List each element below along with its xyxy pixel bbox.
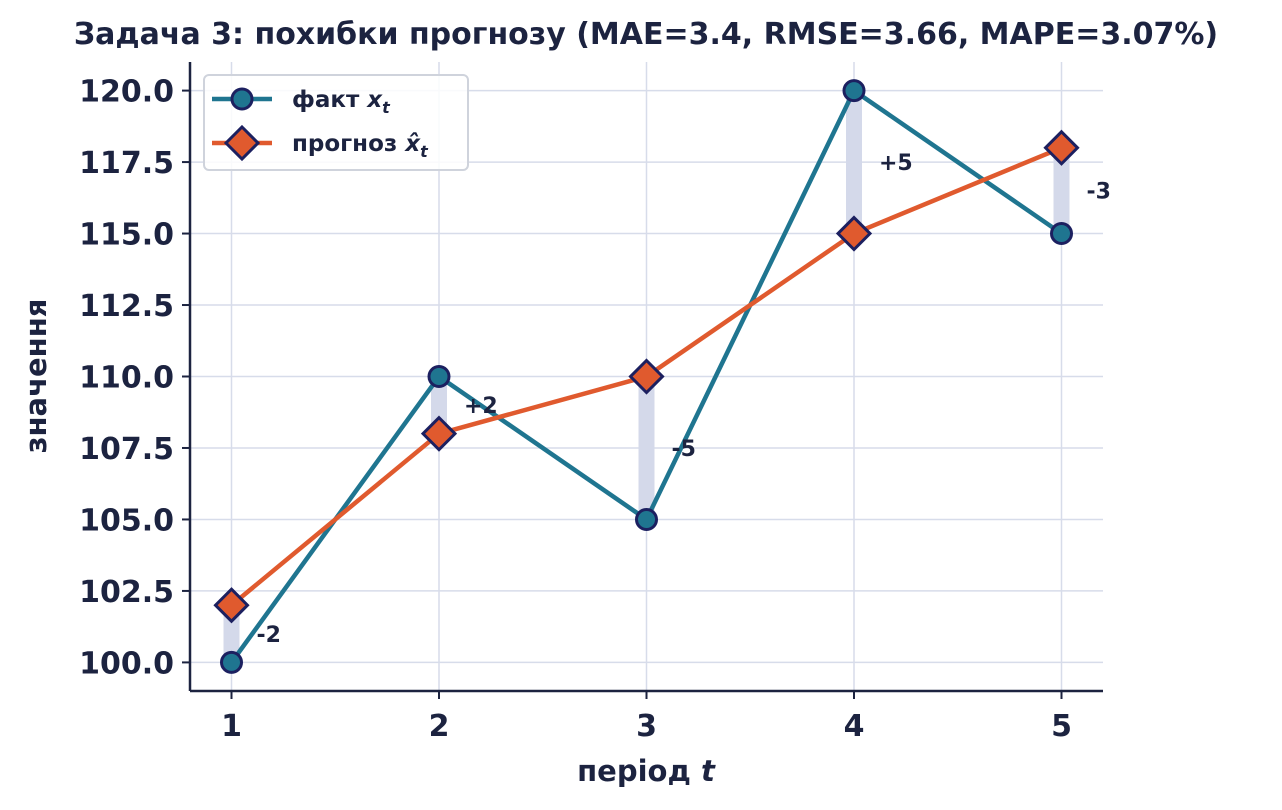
- y-tick-label: 110.0: [79, 361, 174, 396]
- x-tick-label: 4: [844, 709, 865, 744]
- y-tick-label: 117.5: [79, 146, 174, 181]
- y-tick-label: 107.5: [79, 432, 174, 467]
- legend-marker: [230, 87, 254, 111]
- legend-label: факт xt: [292, 87, 391, 117]
- error-label: +2: [464, 394, 498, 419]
- y-tick-label: 112.5: [79, 289, 174, 324]
- actual-point: [1050, 222, 1073, 246]
- error-label: -5: [672, 437, 696, 462]
- error-label: -2: [257, 623, 281, 648]
- chart-title: Задача 3: похибки прогнозу (MAE=3.4, RMS…: [74, 17, 1218, 52]
- actual-point: [220, 650, 243, 674]
- forecast-point: [628, 358, 665, 395]
- y-tick-label: 100.0: [79, 646, 174, 681]
- error-label: -3: [1087, 180, 1111, 205]
- error-label: +5: [879, 151, 913, 176]
- x-tick-label: 3: [636, 709, 657, 744]
- actual-point: [427, 365, 451, 388]
- legend-marker: [223, 124, 261, 162]
- y-tick-label: 105.0: [79, 503, 174, 538]
- axes: 100.0 102.5 105.0 107.5 110.0 112.5 115.0 117.5…: [79, 62, 1103, 744]
- y-tick-label: 102.5: [79, 575, 174, 610]
- legend: факт xt прогноз x̂t: [203, 74, 469, 171]
- y-tick-label: 120.0: [79, 75, 174, 110]
- x-tick-label: 5: [1051, 709, 1072, 744]
- error-labels: -2 +2 -5 +5 -3: [257, 151, 1111, 648]
- y-axis-label: значення: [19, 299, 53, 454]
- series: [213, 79, 1080, 674]
- x-axis-label: період t: [577, 754, 716, 788]
- y-tick-label: 115.0: [79, 218, 174, 253]
- forecast-point: [213, 587, 250, 624]
- x-tick-label: 1: [221, 709, 242, 744]
- actual-point: [635, 507, 658, 531]
- forecast-point: [1043, 129, 1080, 166]
- x-tick-label: 2: [429, 709, 450, 744]
- legend-label: прогноз x̂t: [292, 131, 429, 161]
- actual-point: [842, 79, 866, 103]
- forecast-point: [835, 215, 873, 252]
- forecast-point: [420, 415, 458, 452]
